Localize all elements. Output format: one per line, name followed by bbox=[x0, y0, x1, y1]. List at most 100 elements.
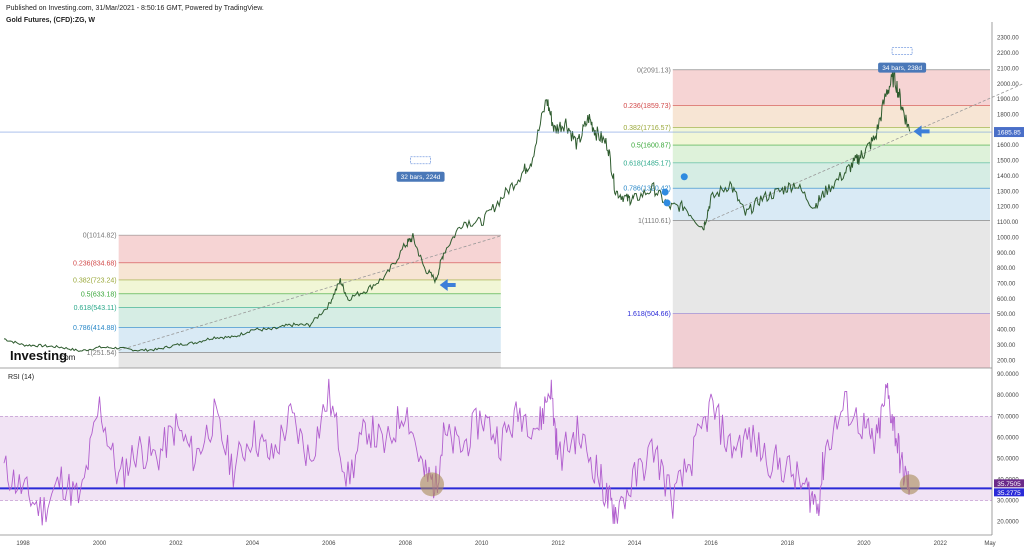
bars-badge-left-text: 32 bars, 224d bbox=[401, 174, 441, 181]
price-tick-21: 200.00 bbox=[997, 358, 1016, 364]
fib-left-band-0 bbox=[118, 235, 501, 263]
price-tick-2: 2100.00 bbox=[997, 66, 1019, 72]
price-tick-19: 400.00 bbox=[997, 328, 1016, 334]
fib-left-level-label-5: 0.786(414.88) bbox=[73, 325, 117, 332]
rsi-tick-3: 60.0000 bbox=[997, 435, 1019, 441]
price-tick-16: 700.00 bbox=[997, 282, 1016, 288]
fib-left-level-label-0: 0(1014.82) bbox=[83, 233, 117, 240]
fib-right-band-0 bbox=[672, 69, 990, 106]
price-tick-3: 2000.00 bbox=[997, 82, 1019, 88]
event-marker-1 bbox=[663, 199, 671, 207]
rsi-tick-7: 20.0000 bbox=[997, 519, 1019, 525]
bars-badge-left-box bbox=[396, 171, 445, 182]
fib-right-level-label-5: 0.786(1320.42) bbox=[623, 186, 670, 193]
price-tick-14: 900.00 bbox=[997, 251, 1016, 257]
current-price-value: 1685.85 bbox=[997, 130, 1021, 137]
fib-right-band-6 bbox=[672, 220, 990, 314]
rsi-highlight-circle-2021 bbox=[899, 474, 920, 495]
price-tick-12: 1100.00 bbox=[997, 220, 1019, 226]
trendline-left bbox=[118, 235, 501, 351]
price-tick-11: 1200.00 bbox=[997, 205, 1019, 211]
fib-right-band-2 bbox=[672, 127, 990, 146]
rsi-tick-1: 80.0000 bbox=[997, 393, 1019, 399]
time-tick-10: 2018 bbox=[781, 541, 795, 547]
fib-right-band-1 bbox=[672, 105, 990, 128]
fib-left-band-1 bbox=[118, 262, 501, 280]
fib-left-band-4 bbox=[118, 307, 501, 328]
time-tick-13: May bbox=[984, 541, 995, 547]
arrow-left bbox=[439, 279, 456, 292]
rsi-tick-2: 70.0000 bbox=[997, 414, 1019, 420]
fib-left-band-3 bbox=[118, 293, 501, 308]
fib-left-level-label-6: 1(251.54) bbox=[87, 350, 117, 357]
current-price-tag bbox=[994, 127, 1024, 138]
bars-badge-right-text: 34 bars, 238d bbox=[882, 65, 922, 72]
price-tick-5: 1800.00 bbox=[997, 113, 1019, 119]
time-tick-2: 2002 bbox=[169, 541, 183, 547]
time-tick-11: 2020 bbox=[857, 541, 871, 547]
fib-right-band-4 bbox=[672, 162, 990, 189]
price-tick-13: 1000.00 bbox=[997, 235, 1019, 241]
fib-left-band-6 bbox=[118, 352, 501, 368]
price-tick-10: 1300.00 bbox=[997, 189, 1019, 195]
symbol-title: Gold Futures, (CFD):ZG, W bbox=[6, 17, 96, 24]
price-tick-20: 300.00 bbox=[997, 343, 1016, 349]
fib-right-band-5 bbox=[672, 188, 990, 221]
chart-header: Published on Investing.com, 31/Mar/2021 … bbox=[6, 4, 264, 25]
time-tick-5: 2008 bbox=[399, 541, 413, 547]
price-tick-18: 500.00 bbox=[997, 312, 1016, 318]
time-tick-0: 1998 bbox=[16, 541, 30, 547]
rsi-value-upper: 35.7505 bbox=[997, 481, 1021, 488]
bars-badge-right-box bbox=[878, 62, 927, 73]
price-tick-9: 1400.00 bbox=[997, 174, 1019, 180]
fib-left-band-2 bbox=[118, 279, 501, 294]
fib-right-level-label-0: 0(2091.13) bbox=[637, 67, 671, 74]
rsi-tick-6: 30.0000 bbox=[997, 498, 1019, 504]
fib-right-level-label-6: 1(1110.61) bbox=[638, 218, 671, 225]
rsi-tag-lower bbox=[994, 488, 1024, 497]
price-series-layer bbox=[3, 67, 911, 352]
rsi-tag-upper bbox=[994, 479, 1024, 488]
investing-logo-suffix: .com bbox=[58, 353, 76, 362]
arrow-right bbox=[913, 125, 930, 138]
fib-left-level-label-3: 0.5(633.18) bbox=[81, 291, 117, 298]
fib-left-level-label-2: 0.382(723.24) bbox=[73, 277, 117, 284]
price-tick-17: 600.00 bbox=[997, 297, 1016, 303]
price-tick-15: 800.00 bbox=[997, 266, 1016, 272]
time-tick-9: 2016 bbox=[704, 541, 718, 547]
fib-right-level-label-2: 0.382(1716.57) bbox=[623, 125, 670, 132]
rsi-line bbox=[3, 378, 911, 526]
fib-left-level-label-4: 0.618(543.11) bbox=[74, 305, 117, 312]
trendline-right bbox=[703, 82, 1024, 224]
rsi-tick-0: 90.0000 bbox=[997, 372, 1019, 378]
rsi-tick-4: 50.0000 bbox=[997, 456, 1019, 462]
time-tick-8: 2014 bbox=[628, 541, 642, 547]
fib-left-band-5 bbox=[118, 327, 501, 353]
investing-logo: Investing bbox=[10, 348, 67, 363]
fibonacci-layers: 0(1014.82) 0.236(834.68) 0.382(723.24) 0.5(… bbox=[73, 67, 1024, 368]
time-tick-12: 2022 bbox=[934, 541, 948, 547]
fib-right-level-label-3: 0.5(1600.87) bbox=[631, 143, 671, 150]
time-tick-4: 2006 bbox=[322, 541, 336, 547]
price-tick-8: 1500.00 bbox=[997, 159, 1019, 165]
rsi-label: RSI (14) bbox=[8, 374, 34, 381]
rsi-value-lower: 35.2775 bbox=[997, 490, 1021, 497]
event-marker-2 bbox=[680, 173, 688, 181]
time-tick-1: 2000 bbox=[93, 541, 107, 547]
fib-right-band-3 bbox=[672, 145, 990, 163]
fib-left-level-label-1: 0.236(834.68) bbox=[73, 260, 117, 267]
bars-badge-left-marker bbox=[410, 156, 431, 165]
time-tick-7: 2012 bbox=[551, 541, 565, 547]
fib-right-band-ext bbox=[672, 313, 990, 368]
published-line: Published on Investing.com, 31/Mar/2021 … bbox=[6, 5, 264, 12]
fib-right-level-label-7: 1.618(504.66) bbox=[627, 311, 671, 318]
overlays-layer: 1685.85 35.7505 35.2775 32 bars, 224d 34 bar… bbox=[0, 47, 1024, 497]
fib-right-level-label-1: 0.236(1859.73) bbox=[623, 103, 670, 110]
bars-badge-right-marker bbox=[891, 47, 913, 56]
rsi-layer bbox=[0, 378, 992, 526]
event-marker-0 bbox=[661, 188, 669, 196]
price-tick-1: 2200.00 bbox=[997, 51, 1019, 57]
rsi-highlight-circle-2008 bbox=[420, 472, 445, 497]
fib-right-level-label-4: 0.618(1485.17) bbox=[623, 160, 670, 167]
